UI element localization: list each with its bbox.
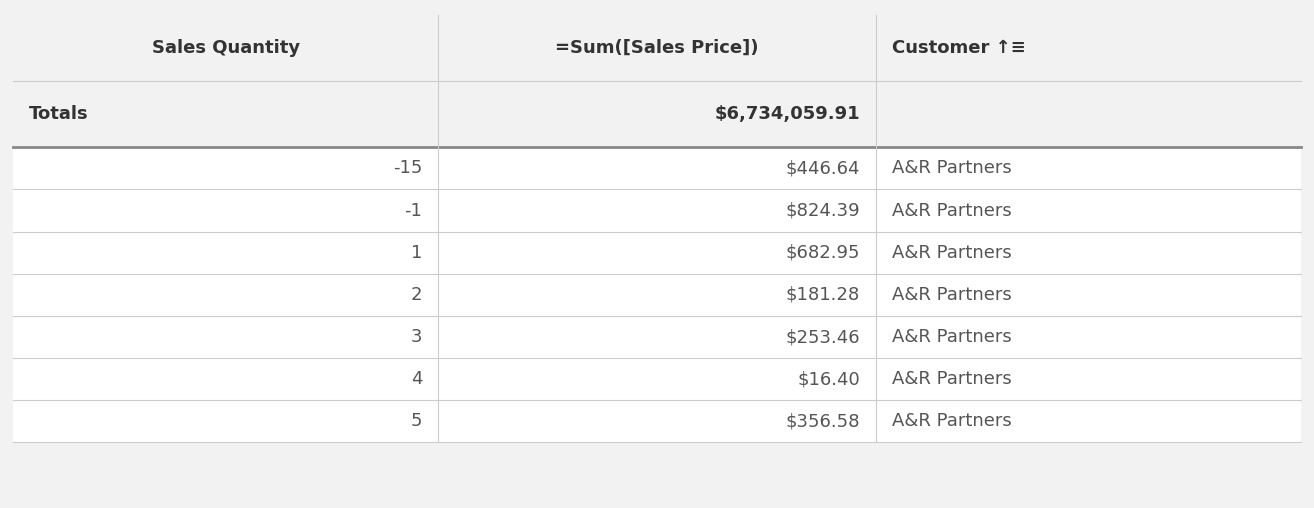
Text: Sales Quantity: Sales Quantity [151, 39, 300, 57]
Bar [13, 400, 1301, 442]
Text: 3: 3 [411, 328, 422, 346]
Text: $6,734,059.91: $6,734,059.91 [715, 105, 861, 123]
Text: $16.40: $16.40 [798, 370, 861, 388]
Text: =Sum([Sales Price]): =Sum([Sales Price]) [556, 39, 758, 57]
Text: 4: 4 [411, 370, 422, 388]
Text: A&R Partners: A&R Partners [892, 160, 1012, 177]
Text: A&R Partners: A&R Partners [892, 370, 1012, 388]
Text: $356.58: $356.58 [786, 412, 861, 430]
Text: A&R Partners: A&R Partners [892, 244, 1012, 262]
Bar [13, 189, 1301, 232]
Text: -15: -15 [393, 160, 422, 177]
Bar [13, 15, 1301, 81]
Text: -1: -1 [405, 202, 422, 219]
Text: 5: 5 [411, 412, 422, 430]
Text: Customer ↑≡: Customer ↑≡ [892, 39, 1025, 57]
Text: 1: 1 [411, 244, 422, 262]
Bar [13, 358, 1301, 400]
Text: A&R Partners: A&R Partners [892, 286, 1012, 304]
Text: A&R Partners: A&R Partners [892, 202, 1012, 219]
Text: Totals: Totals [29, 105, 88, 123]
Text: $446.64: $446.64 [786, 160, 861, 177]
Text: $253.46: $253.46 [786, 328, 861, 346]
Bar [13, 81, 1301, 147]
Bar [13, 274, 1301, 316]
Bar [13, 316, 1301, 358]
Text: A&R Partners: A&R Partners [892, 328, 1012, 346]
Text: $824.39: $824.39 [786, 202, 861, 219]
Text: 2: 2 [411, 286, 422, 304]
Bar [13, 232, 1301, 274]
Text: $181.28: $181.28 [786, 286, 861, 304]
Text: A&R Partners: A&R Partners [892, 412, 1012, 430]
Bar [13, 147, 1301, 189]
Text: $682.95: $682.95 [786, 244, 861, 262]
